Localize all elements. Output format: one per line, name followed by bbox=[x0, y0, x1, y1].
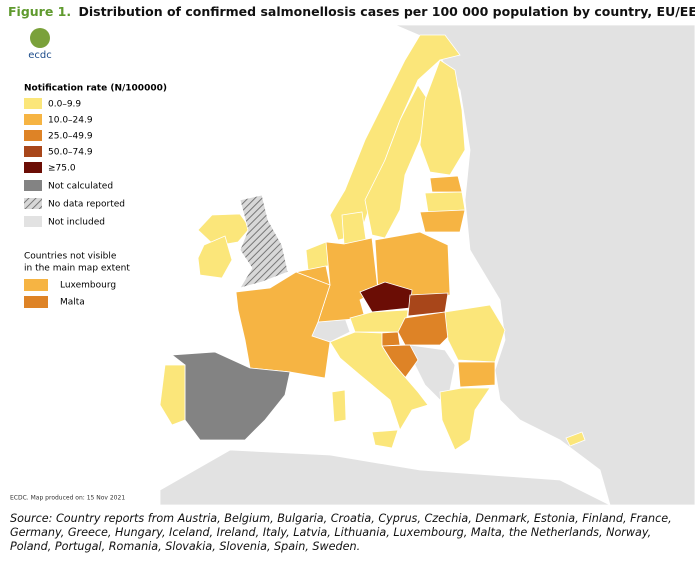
legend-label: 50.0–74.9 bbox=[48, 148, 93, 158]
title: Figure 1. Distribution of confirmed salm… bbox=[8, 4, 695, 19]
slovenia bbox=[379, 331, 401, 347]
inset-swatch bbox=[24, 296, 48, 308]
inset-title: in the main map extent bbox=[24, 264, 130, 274]
denmark bbox=[341, 211, 367, 245]
france bbox=[235, 271, 331, 379]
ireland bbox=[197, 235, 233, 279]
logo-text: ecdc bbox=[28, 50, 52, 61]
inset-label: Luxembourg bbox=[60, 281, 116, 291]
bulgaria bbox=[457, 361, 496, 388]
legend-swatch bbox=[24, 114, 42, 125]
title-text: Distribution of confirmed salmonellosis … bbox=[78, 4, 695, 19]
latvia bbox=[424, 191, 466, 213]
legend-swatch bbox=[24, 130, 42, 141]
sardinia bbox=[331, 389, 347, 423]
legend-swatch bbox=[24, 98, 42, 109]
romania bbox=[444, 304, 506, 363]
source-text: Source: Country reports from Austria, Be… bbox=[10, 512, 672, 553]
legend-label: 10.0–24.9 bbox=[48, 116, 93, 126]
legend-label: ≥75.0 bbox=[48, 164, 76, 174]
logo: ecdc bbox=[28, 28, 52, 61]
footnote: ECDC. Map produced on: 15 Nov 2021 bbox=[10, 495, 125, 502]
map-area bbox=[159, 24, 695, 506]
legend-label: Not calculated bbox=[48, 182, 113, 192]
legend: Notification rate (N/100000) 0.0–9.9 10.0… bbox=[24, 84, 167, 228]
legend-label: 25.0–49.9 bbox=[48, 132, 93, 142]
land-africa bbox=[159, 449, 611, 506]
portugal bbox=[159, 364, 186, 426]
cyprus bbox=[565, 431, 586, 447]
united-kingdom bbox=[239, 194, 289, 289]
logo-globe bbox=[30, 28, 50, 48]
legend-label: No data reported bbox=[48, 200, 125, 210]
legend-swatch bbox=[24, 180, 42, 191]
greece bbox=[439, 387, 491, 451]
legend-swatch bbox=[24, 162, 42, 173]
map-figure: Figure 1. Distribution of confirmed salm… bbox=[8, 4, 695, 506]
inset-legend: Countries not visible in the main map ext… bbox=[24, 252, 130, 308]
finland bbox=[419, 59, 466, 176]
estonia bbox=[429, 175, 463, 193]
italy bbox=[329, 331, 429, 431]
legend-swatch bbox=[24, 198, 42, 209]
lithuania bbox=[419, 209, 466, 233]
sicily bbox=[371, 429, 399, 449]
legend-swatch bbox=[24, 216, 42, 227]
figure-label: Figure 1. bbox=[8, 4, 71, 19]
inset-label: Malta bbox=[60, 298, 85, 308]
legend-label: 0.0–9.9 bbox=[48, 100, 81, 110]
inset-swatch bbox=[24, 279, 48, 291]
legend-title: Notification rate (N/100000) bbox=[24, 84, 167, 94]
inset-title: Countries not visible bbox=[24, 252, 117, 262]
legend-swatch bbox=[24, 146, 42, 157]
legend-label: Not included bbox=[48, 218, 105, 228]
